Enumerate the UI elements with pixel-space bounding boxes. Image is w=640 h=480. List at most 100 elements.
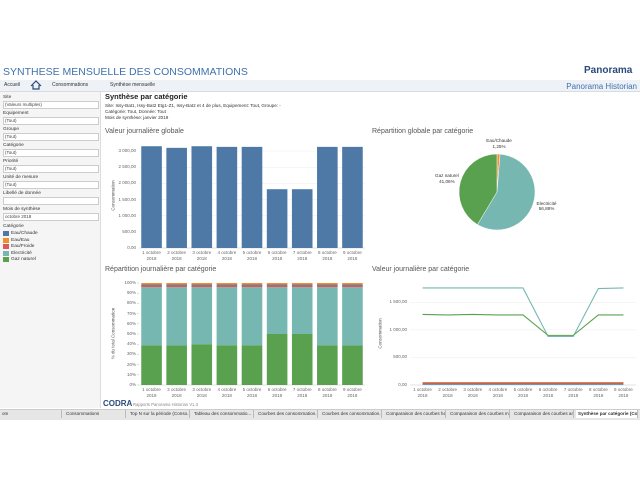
y-tick-label: 50% (126, 331, 136, 336)
y-tick-label: 3 000,00 (118, 148, 136, 154)
filter-dropdown[interactable]: octobre 2018 (3, 213, 99, 221)
x-tick-label: 7 octobre 2018 (563, 387, 583, 398)
y-tick-label: 10% (126, 371, 136, 377)
filter-dropdown[interactable]: (Tout) (3, 165, 99, 173)
filter-value: (Tout) (5, 118, 17, 123)
x-tick-label: 7 octobre 2018 (292, 387, 312, 398)
y-tick-label: 0% (129, 382, 136, 387)
bar-segment (191, 284, 213, 286)
bar-segment (166, 285, 187, 288)
tab[interactable]: Courbes des consommation... (258, 410, 318, 418)
filter-label: Libellé de donnée (3, 191, 41, 196)
pie-label: Electricité 56,88% (522, 201, 572, 212)
legend-swatch (3, 237, 9, 243)
filter-value: (Tout) (5, 134, 17, 139)
tab[interactable]: om (0, 410, 62, 418)
plot (137, 282, 365, 386)
bar-segment (216, 283, 238, 285)
filter-label: Priorité (3, 159, 19, 164)
bar-segment (317, 345, 338, 385)
y-tick-label: 1 500,00 (389, 299, 407, 305)
y-tick-label: 90% (126, 290, 136, 296)
line-series (422, 287, 624, 338)
bar-segment (166, 284, 187, 286)
legend-swatch (3, 244, 9, 249)
bar-segment (342, 283, 363, 285)
bar-segment (291, 287, 313, 334)
x-tick-label: 2 octobre 2018 (167, 387, 187, 398)
filter-dropdown[interactable]: (Tout) (3, 133, 99, 141)
filter-value: octobre 2018 (5, 214, 32, 219)
bar-segment (342, 285, 363, 288)
filter-value: (Tout) (5, 166, 17, 171)
filter-dropdown[interactable]: (Tout) (3, 117, 99, 125)
bar (166, 147, 187, 248)
tab[interactable]: Tableau des consommatio... (192, 410, 254, 418)
bar-segment (342, 345, 363, 385)
bar (191, 146, 213, 248)
chart-panel: Valeur journalière par catégorie 0,00 500,… (370, 265, 638, 405)
bar-segment (291, 285, 313, 288)
bar (141, 146, 162, 248)
bar-segment (241, 285, 263, 288)
filter-value: (Valeurs multiples) (5, 102, 42, 107)
x-tick-label: 5 octobre 2018 (242, 250, 262, 261)
bar (317, 146, 338, 248)
bar (241, 146, 263, 248)
x-tick-label: 3 octobre 2018 (463, 387, 483, 398)
breadcrumb-item[interactable]: Consommations (52, 82, 89, 88)
y-tick-label: 500,00 (393, 354, 407, 360)
x-tick-label: 1 octobre 2018 (142, 387, 161, 398)
bar (216, 146, 238, 248)
filter-dropdown[interactable]: (Tout) (3, 149, 99, 157)
breadcrumb-item[interactable]: Accueil (4, 82, 21, 88)
tab[interactable]: Courbes des consommation... (322, 410, 382, 418)
tab[interactable]: Consommations (64, 410, 126, 418)
x-tick-label: 2 octobre 2018 (438, 387, 458, 398)
bar-segment (291, 283, 313, 285)
pie-slice (477, 153, 536, 231)
x-tick-label: 5 octobre 2018 (242, 387, 262, 398)
bar-segment (141, 284, 162, 286)
bar-segment (216, 285, 238, 288)
filter-dropdown[interactable] (3, 197, 99, 205)
filter-value: (Tout) (5, 182, 17, 187)
y-tick-label: 20% (126, 361, 136, 367)
bar-segment (317, 283, 338, 285)
section-title: Synthèse par catégorie (105, 92, 188, 101)
x-tick-label: 6 octobre 2018 (267, 387, 287, 398)
plot (458, 153, 536, 231)
bar-segment (166, 345, 187, 385)
legend-label: Eau/Eau (11, 237, 30, 243)
bar (291, 189, 313, 248)
breadcrumb-item[interactable]: Synthèse mensuelle (110, 82, 156, 88)
x-tick-label: 7 octobre 2018 (292, 250, 312, 261)
sidebar (0, 92, 101, 408)
legend-swatch (3, 250, 9, 256)
tab[interactable]: Comparaison des courbes m... (450, 410, 510, 418)
y-tick-label: 500,00 (122, 228, 136, 234)
tab[interactable]: Comparaison des courbes he... (386, 410, 446, 418)
filter-value: (Tout) (5, 150, 17, 155)
plot (410, 287, 636, 386)
summary-line: Catégorie: Tout, Donnée: Tout (105, 109, 166, 114)
y-tick-label: 0,00 (127, 245, 136, 250)
x-tick-label: 8 octobre 2018 (588, 387, 608, 398)
filter-dropdown[interactable]: (Valeurs multiples) (3, 101, 99, 109)
y-axis-title: Consommation (110, 179, 116, 211)
tab[interactable]: Synthèse par catégorie (Co... (576, 410, 638, 418)
footer-logo: CODRA (103, 399, 133, 408)
home-icon[interactable] (30, 80, 42, 90)
tab[interactable]: Top N sur la période (Conso... (130, 410, 190, 418)
chart-title: Répartition journalière par catégorie (105, 266, 217, 273)
y-tick-label: 100% (124, 280, 136, 285)
bar-segment (141, 345, 162, 385)
x-tick-label: 5 octobre 2018 (513, 387, 533, 398)
tab[interactable]: Comparaison des courbes an... (514, 410, 574, 418)
bar-segment (141, 285, 162, 288)
bar-segment (266, 334, 288, 385)
chart-panel: Répartition journalière par catégorie 0% 1… (103, 265, 368, 405)
legend-title: Catégorie (3, 224, 24, 229)
brand-logo: Panorama (584, 65, 633, 76)
filter-dropdown[interactable]: (Tout) (3, 181, 99, 189)
